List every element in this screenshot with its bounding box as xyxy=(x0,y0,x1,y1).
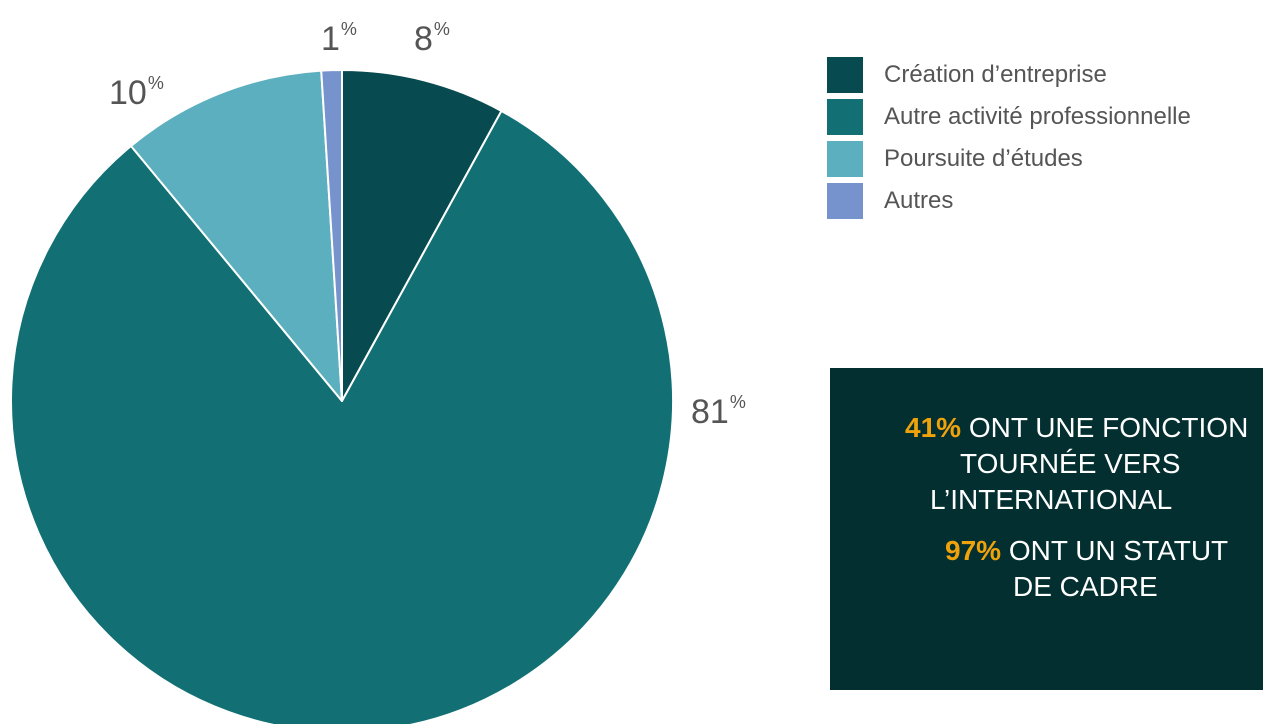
stat1-line3: L’INTERNATIONAL xyxy=(930,483,1172,517)
stat2-text-line2: DE CADRE xyxy=(1013,571,1158,602)
stat2-line1: 97% ONT UN STATUT xyxy=(945,534,1228,568)
legend-swatch xyxy=(827,99,863,135)
slice-label-creation: 8% xyxy=(414,19,450,58)
legend-label: Autres xyxy=(884,187,954,214)
pie-slice-poursuite xyxy=(130,69,343,402)
stat2-line2: DE CADRE xyxy=(1013,570,1158,604)
pie-slice-autres xyxy=(320,68,343,402)
chart-legend: Création d’entreprise Autre activité pro… xyxy=(827,57,1191,225)
pie-slice-autre-activite xyxy=(10,109,674,724)
legend-label: Poursuite d’études xyxy=(884,145,1083,172)
legend-swatch xyxy=(827,183,863,219)
slice-label-autre-activite: 81% xyxy=(691,392,746,431)
stat1-line2: TOURNÉE VERS xyxy=(960,447,1180,481)
stat1-line1: 41% ONT UNE FONCTION xyxy=(905,411,1248,445)
stat1-text-line3: L’INTERNATIONAL xyxy=(930,484,1173,515)
legend-item-autres: Autres xyxy=(827,183,1191,219)
stats-callout-box: 41% ONT UNE FONCTION TOURNÉE VERS L’INTE… xyxy=(830,368,1263,690)
slice-label-autres: 1% xyxy=(321,19,357,58)
stat1-text-line2: TOURNÉE VERS xyxy=(960,448,1181,479)
stat2-text-line1: ONT UN STATUT xyxy=(1008,535,1229,566)
pie-slice-creation xyxy=(341,69,503,402)
legend-swatch xyxy=(827,141,863,177)
stat2-value: 97% xyxy=(945,535,1002,566)
legend-item-autre-activite: Autre activité professionnelle xyxy=(827,99,1191,135)
legend-label: Création d’entreprise xyxy=(884,61,1107,88)
stat1-value: 41% xyxy=(905,412,962,443)
pie-chart xyxy=(10,68,674,724)
legend-item-poursuite: Poursuite d’études xyxy=(827,141,1191,177)
slice-label-poursuite: 10% xyxy=(109,73,164,112)
stat1-text-line1: ONT UNE FONCTION xyxy=(968,412,1249,443)
legend-swatch xyxy=(827,57,863,93)
legend-item-creation: Création d’entreprise xyxy=(827,57,1191,93)
legend-label: Autre activité professionnelle xyxy=(884,103,1191,130)
